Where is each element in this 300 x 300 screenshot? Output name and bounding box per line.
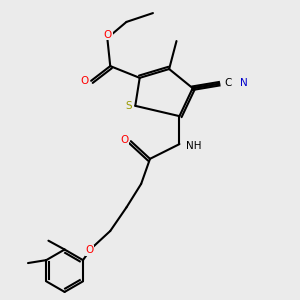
- Text: C: C: [224, 78, 232, 88]
- Text: O: O: [85, 245, 94, 255]
- Text: O: O: [104, 30, 112, 40]
- Text: S: S: [125, 101, 132, 111]
- Text: N: N: [240, 78, 248, 88]
- Text: O: O: [120, 135, 128, 145]
- Text: NH: NH: [186, 141, 201, 151]
- Text: O: O: [80, 76, 89, 86]
